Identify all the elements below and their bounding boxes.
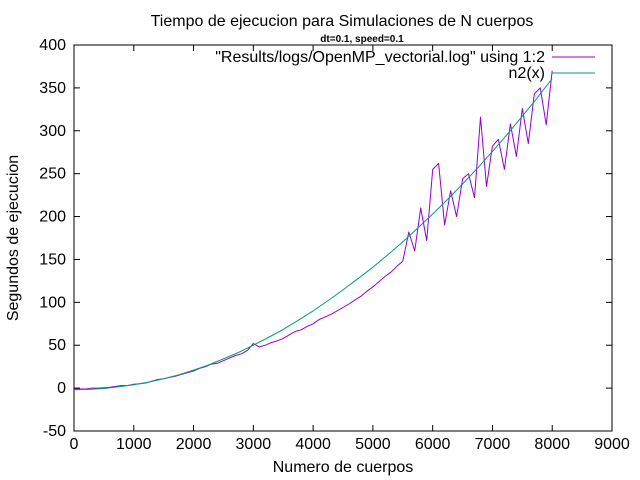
y-tick-label: 400: [39, 37, 66, 54]
x-tick-label: 7000: [475, 436, 511, 453]
x-tick-label: 9000: [594, 436, 630, 453]
y-tick-label: -50: [43, 423, 66, 440]
series-layer: [73, 70, 553, 391]
legend-label-2: n2(x): [509, 65, 545, 82]
y-axis-ticks: -50 0 50 100 150 200 250 300 350 400: [39, 37, 612, 440]
y-tick-label: 200: [39, 209, 66, 226]
y-tick-label: 50: [48, 337, 66, 354]
y-tick-label: 350: [39, 80, 66, 97]
x-tick-label: 4000: [295, 436, 331, 453]
legend: "Results/logs/OpenMP_vectorial.log" usin…: [215, 49, 595, 82]
x-axis-ticks: 0 1000 2000 3000 4000 5000 6000 7000 8000 9000: [70, 45, 630, 453]
x-tick-label: 6000: [415, 436, 451, 453]
x-tick-label: 0: [70, 436, 79, 453]
x-tick-label: 5000: [355, 436, 391, 453]
y-tick-label: 250: [39, 166, 66, 183]
y-axis-label: Segundos de ejecucion: [5, 155, 22, 321]
x-tick-label: 1000: [116, 436, 152, 453]
series-line-2: [73, 78, 553, 391]
x-tick-label: 3000: [236, 436, 272, 453]
y-tick-label: 0: [57, 380, 66, 397]
plot-frame: [73, 44, 613, 432]
y-tick-label: 300: [39, 123, 66, 140]
y-tick-label: 100: [39, 294, 66, 311]
x-tick-label: 2000: [176, 436, 212, 453]
x-axis-label: Numero de cuerpos: [273, 459, 414, 476]
chart-subtitle: dt=0.1, speed=0.1: [320, 34, 404, 45]
legend-label-1: "Results/logs/OpenMP_vectorial.log" usin…: [215, 49, 545, 66]
y-tick-label: 150: [39, 251, 66, 268]
x-tick-label: 8000: [534, 436, 570, 453]
chart-title: Tiempo de ejecucion para Simulaciones de…: [151, 13, 534, 30]
